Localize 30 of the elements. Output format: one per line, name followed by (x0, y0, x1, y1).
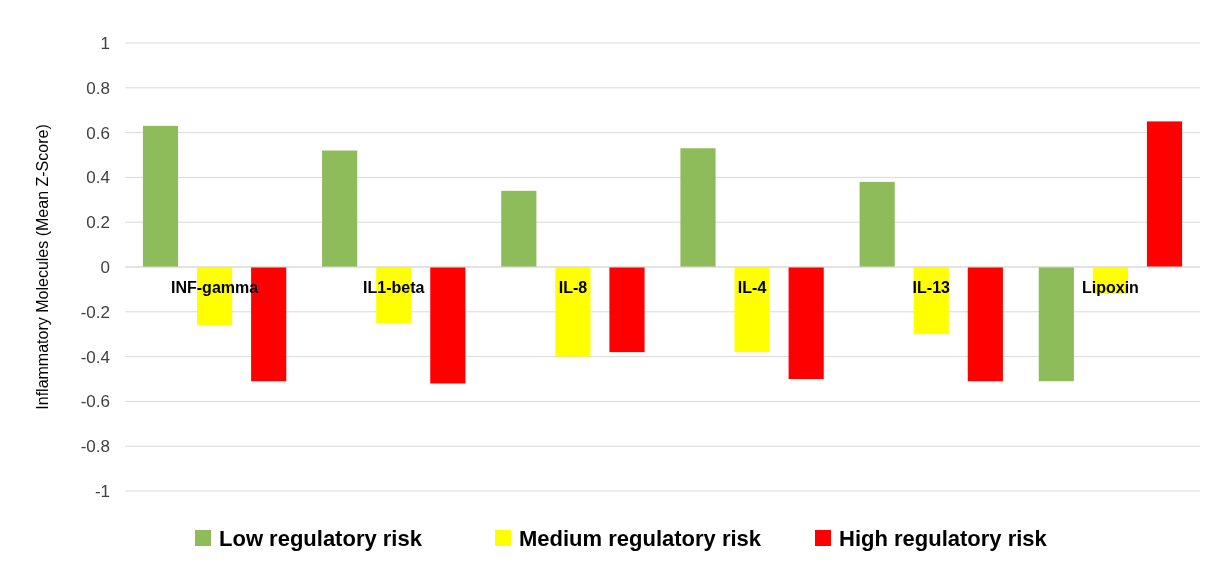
bar (142, 125, 179, 267)
bar (555, 267, 591, 357)
bar (1146, 121, 1183, 267)
bar (788, 267, 824, 379)
y-tick-label: -0.6 (80, 392, 110, 412)
y-tick-label: 0.8 (86, 78, 110, 98)
y-tick-label: 0.4 (86, 168, 110, 188)
bar (967, 267, 1003, 382)
y-tick-label: -0.8 (80, 437, 110, 457)
bar (859, 181, 895, 267)
bar (322, 150, 358, 267)
x-tick-label: IL-4 (737, 279, 767, 296)
bar (430, 267, 466, 384)
y-tick-label: -0.4 (80, 347, 110, 367)
bar (609, 267, 645, 353)
y-tick-label: -0.2 (80, 302, 110, 322)
y-tick-label: 0.2 (86, 213, 110, 233)
bar (680, 148, 716, 267)
y-axis-title: Inflammatory Molecules (Mean Z-Score) (34, 124, 51, 410)
bar (501, 190, 537, 267)
y-tick-label: 0 (100, 257, 110, 277)
legend-label: Medium regulatory risk (519, 525, 762, 551)
legend-label: High regulatory risk (839, 525, 1048, 551)
legend-label: Low regulatory risk (219, 525, 423, 551)
bar (734, 267, 770, 353)
y-tick-label: -1 (94, 481, 110, 501)
y-tick-label: 0.6 (86, 123, 110, 143)
x-tick-label: IL-8 (558, 279, 588, 296)
y-tick-label: 1 (100, 33, 110, 53)
bar (1038, 267, 1074, 382)
